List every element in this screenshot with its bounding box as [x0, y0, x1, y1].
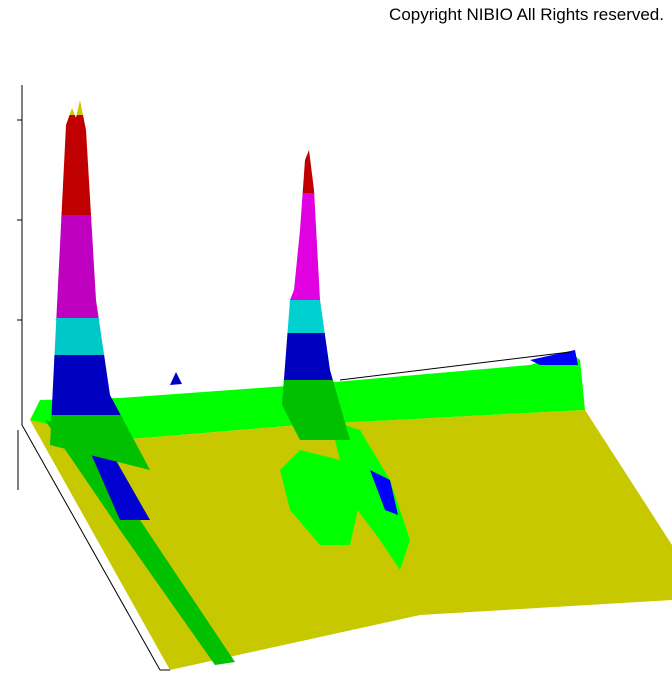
- blue-patch: [530, 350, 578, 365]
- streak: [45, 420, 235, 665]
- streak-blue: [85, 440, 150, 520]
- copyright: Copyright NIBIO All Rights reserved.: [389, 5, 664, 24]
- small-peak: [170, 372, 182, 385]
- axes: [17, 85, 571, 671]
- green-island: [280, 450, 360, 545]
- green-island: [330, 420, 410, 570]
- blue-island: [370, 470, 398, 515]
